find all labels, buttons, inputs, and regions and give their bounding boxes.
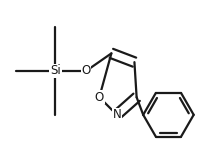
- Text: Si: Si: [50, 64, 61, 77]
- Text: N: N: [113, 108, 121, 121]
- Text: O: O: [82, 64, 91, 77]
- Text: O: O: [95, 91, 104, 104]
